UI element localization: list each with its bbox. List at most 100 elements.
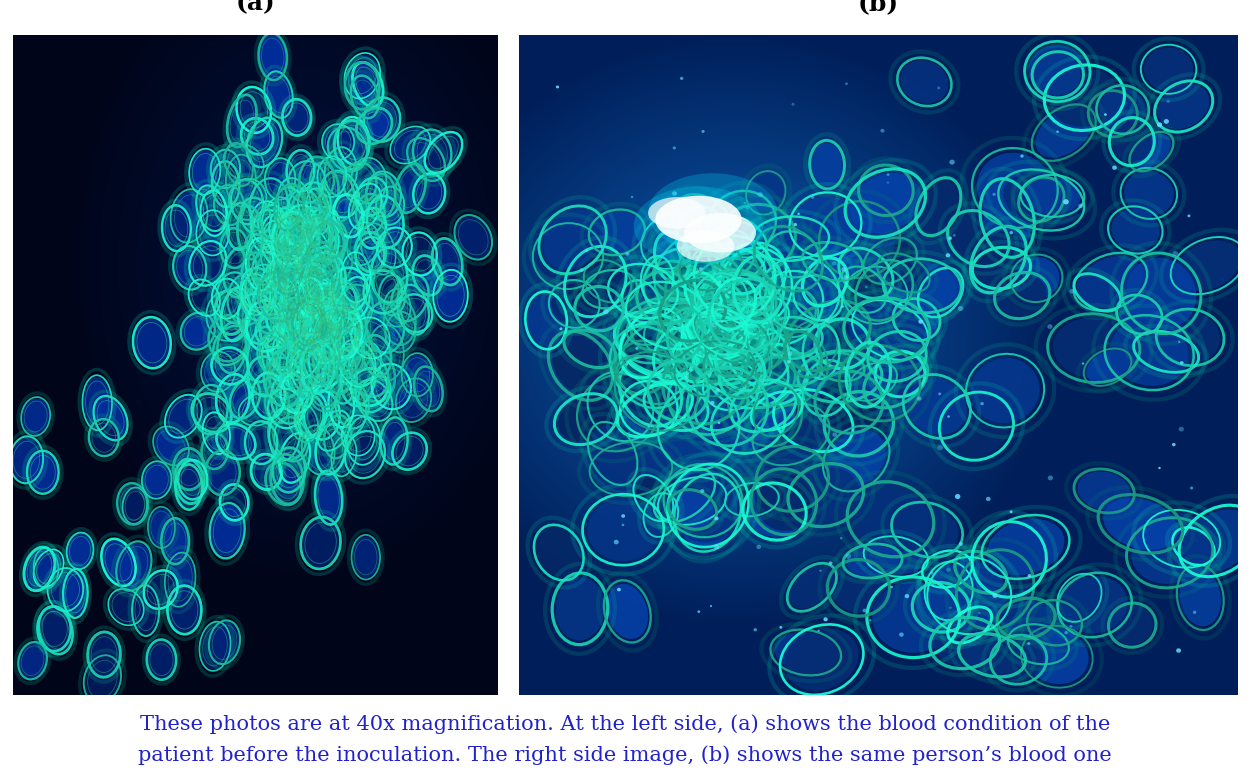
Ellipse shape [1124,171,1174,216]
Ellipse shape [201,192,226,234]
Ellipse shape [819,375,879,429]
Ellipse shape [850,173,921,233]
Ellipse shape [379,229,410,266]
Ellipse shape [311,285,338,327]
Ellipse shape [865,286,867,288]
Ellipse shape [699,240,771,313]
Ellipse shape [701,130,705,133]
Ellipse shape [301,310,332,351]
Ellipse shape [285,273,321,323]
Ellipse shape [275,186,302,229]
Ellipse shape [1164,119,1169,124]
Ellipse shape [278,314,312,361]
Ellipse shape [699,319,734,357]
Ellipse shape [1144,48,1194,91]
Ellipse shape [309,220,335,264]
Ellipse shape [671,492,714,527]
Ellipse shape [200,624,230,669]
Ellipse shape [242,120,272,153]
Ellipse shape [204,414,229,452]
Ellipse shape [225,145,262,180]
Ellipse shape [705,281,765,349]
Ellipse shape [198,212,228,254]
Ellipse shape [309,260,342,309]
Ellipse shape [670,281,744,348]
Ellipse shape [728,485,776,515]
Ellipse shape [685,376,688,379]
Ellipse shape [994,638,1044,681]
Ellipse shape [162,207,190,250]
Ellipse shape [284,101,310,134]
Ellipse shape [769,234,816,275]
Ellipse shape [624,283,658,320]
Ellipse shape [896,301,938,338]
Ellipse shape [664,284,721,338]
Ellipse shape [281,374,312,412]
Ellipse shape [270,210,305,257]
Ellipse shape [720,320,724,323]
Ellipse shape [1175,240,1241,291]
Ellipse shape [949,237,951,240]
Ellipse shape [11,438,42,482]
Ellipse shape [265,73,291,116]
Ellipse shape [1020,154,1024,157]
Ellipse shape [145,571,176,607]
Ellipse shape [354,64,382,105]
Ellipse shape [312,253,339,290]
Ellipse shape [709,307,770,350]
Ellipse shape [595,445,668,493]
Ellipse shape [992,193,996,196]
Ellipse shape [698,277,769,337]
Ellipse shape [210,622,239,663]
Ellipse shape [585,273,634,306]
Ellipse shape [919,181,959,232]
Ellipse shape [749,174,784,212]
Ellipse shape [319,293,350,333]
Ellipse shape [649,197,705,229]
Ellipse shape [661,480,722,522]
Ellipse shape [558,396,614,442]
Ellipse shape [1110,319,1189,386]
Ellipse shape [1000,601,1051,637]
Ellipse shape [229,97,255,145]
Ellipse shape [386,313,415,351]
Ellipse shape [166,396,200,436]
Ellipse shape [618,588,621,591]
Ellipse shape [724,252,788,320]
Ellipse shape [318,297,348,330]
Ellipse shape [824,617,828,621]
Ellipse shape [39,608,70,650]
Ellipse shape [299,280,322,316]
Ellipse shape [703,302,780,375]
Ellipse shape [689,292,741,337]
Ellipse shape [841,306,844,308]
Ellipse shape [819,570,821,571]
Ellipse shape [275,269,310,313]
Ellipse shape [696,306,744,352]
Ellipse shape [711,194,772,250]
Ellipse shape [715,273,770,313]
Ellipse shape [684,213,756,253]
Ellipse shape [888,262,956,310]
Ellipse shape [298,307,331,346]
Ellipse shape [842,251,890,296]
Ellipse shape [329,129,366,170]
Ellipse shape [686,319,745,356]
Ellipse shape [272,214,309,253]
Ellipse shape [958,554,1004,591]
Ellipse shape [786,360,790,363]
Ellipse shape [278,312,310,347]
Ellipse shape [176,461,202,502]
Ellipse shape [824,206,895,273]
Ellipse shape [310,291,340,336]
Ellipse shape [992,594,998,598]
Ellipse shape [288,336,321,379]
Ellipse shape [391,127,429,162]
Ellipse shape [715,395,781,450]
Ellipse shape [719,344,762,388]
Ellipse shape [339,323,371,369]
Ellipse shape [591,376,650,437]
Ellipse shape [872,581,954,653]
Ellipse shape [264,331,299,379]
Ellipse shape [289,190,319,231]
